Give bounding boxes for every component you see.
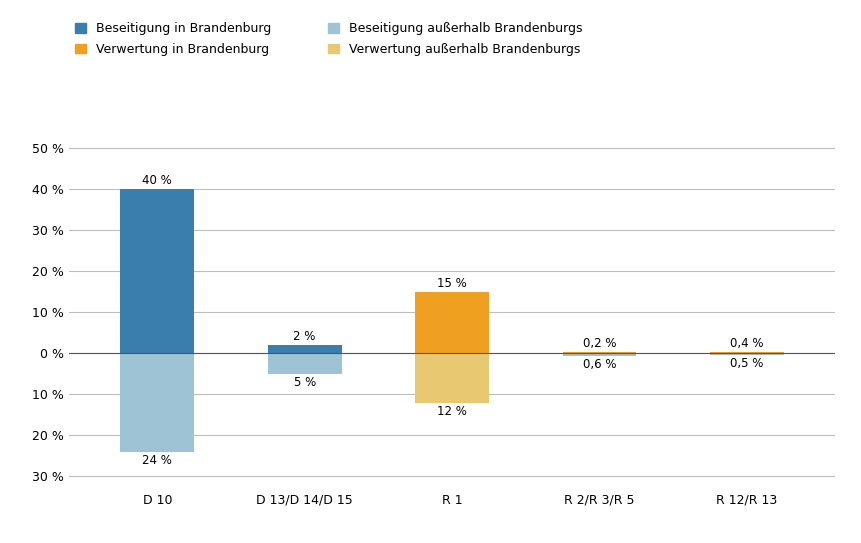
Bar: [562, 352, 636, 353]
Text: 12 %: 12 %: [437, 405, 467, 418]
Text: 40 %: 40 %: [142, 174, 172, 187]
Bar: [268, 345, 342, 353]
Bar: [562, 353, 636, 356]
Text: 0,4 %: 0,4 %: [730, 337, 764, 350]
Bar: [415, 292, 489, 353]
Bar: [710, 353, 784, 355]
Bar: [268, 353, 342, 374]
Text: 2 %: 2 %: [294, 330, 316, 343]
Bar: [415, 353, 489, 402]
Text: 15 %: 15 %: [437, 277, 467, 290]
Bar: [710, 352, 784, 353]
Bar: [121, 353, 194, 452]
Text: 5 %: 5 %: [294, 376, 316, 389]
Text: 0,5 %: 0,5 %: [730, 357, 764, 370]
Bar: [121, 189, 194, 353]
Legend: Beseitigung in Brandenburg, Verwertung in Brandenburg, Beseitigung außerhalb Bra: Beseitigung in Brandenburg, Verwertung i…: [75, 22, 583, 56]
Text: 24 %: 24 %: [142, 454, 172, 467]
Text: 0,2 %: 0,2 %: [583, 337, 616, 350]
Text: 0,6 %: 0,6 %: [583, 358, 616, 371]
